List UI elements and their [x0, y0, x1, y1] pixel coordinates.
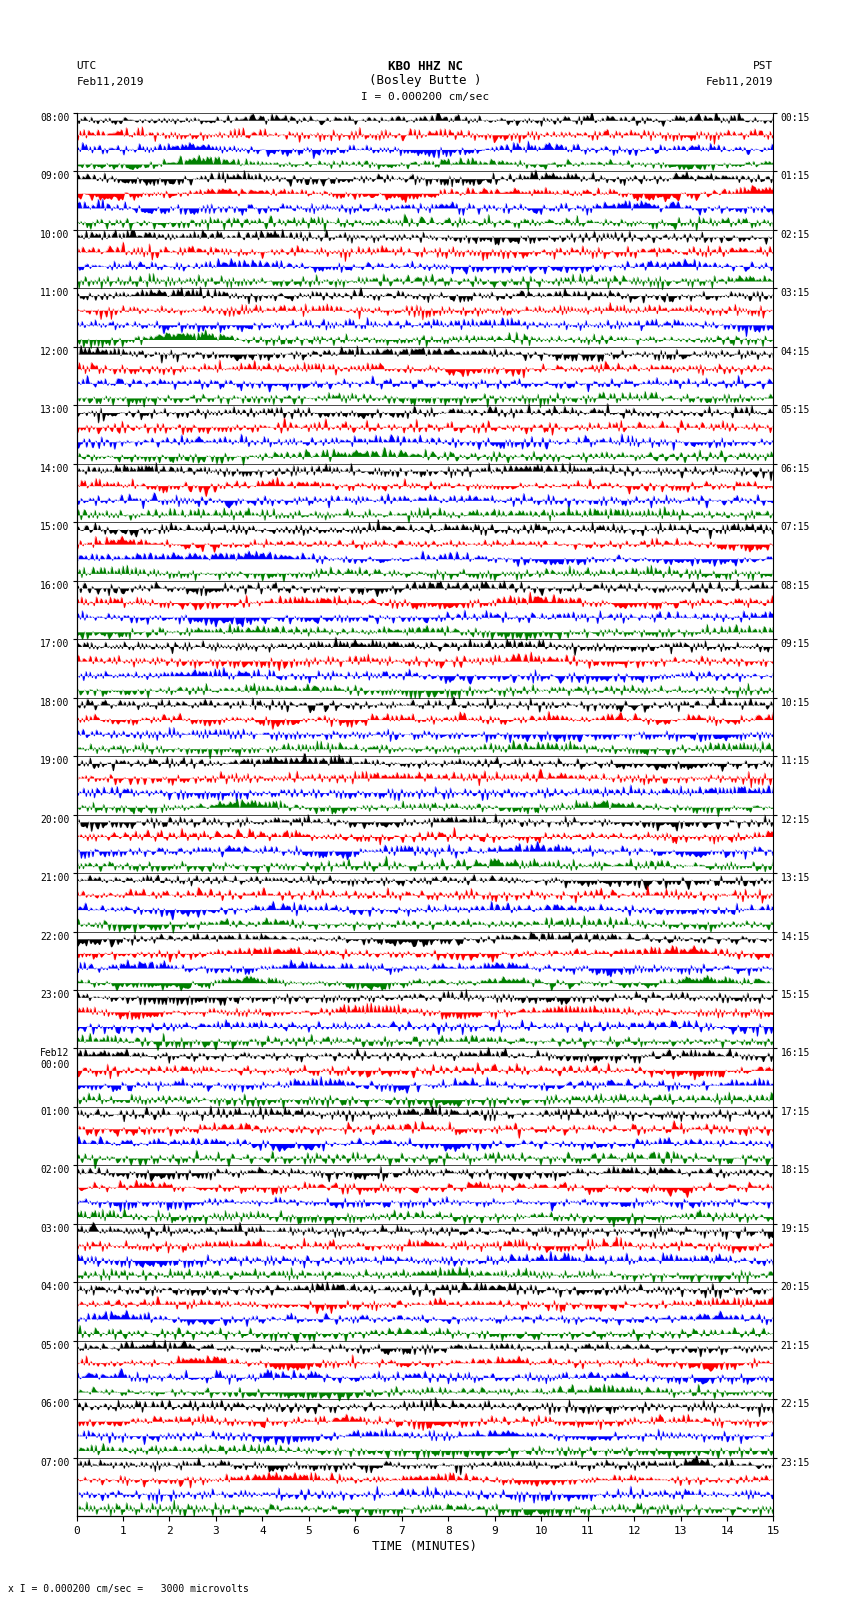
Text: I = 0.000200 cm/sec: I = 0.000200 cm/sec — [361, 92, 489, 102]
Text: UTC: UTC — [76, 61, 97, 71]
Text: (Bosley Butte ): (Bosley Butte ) — [369, 74, 481, 87]
Text: Feb11,2019: Feb11,2019 — [706, 77, 774, 87]
Text: Feb11,2019: Feb11,2019 — [76, 77, 144, 87]
Text: x I = 0.000200 cm/sec =   3000 microvolts: x I = 0.000200 cm/sec = 3000 microvolts — [8, 1584, 249, 1594]
X-axis label: TIME (MINUTES): TIME (MINUTES) — [372, 1540, 478, 1553]
Text: KBO HHZ NC: KBO HHZ NC — [388, 60, 462, 73]
Text: PST: PST — [753, 61, 774, 71]
